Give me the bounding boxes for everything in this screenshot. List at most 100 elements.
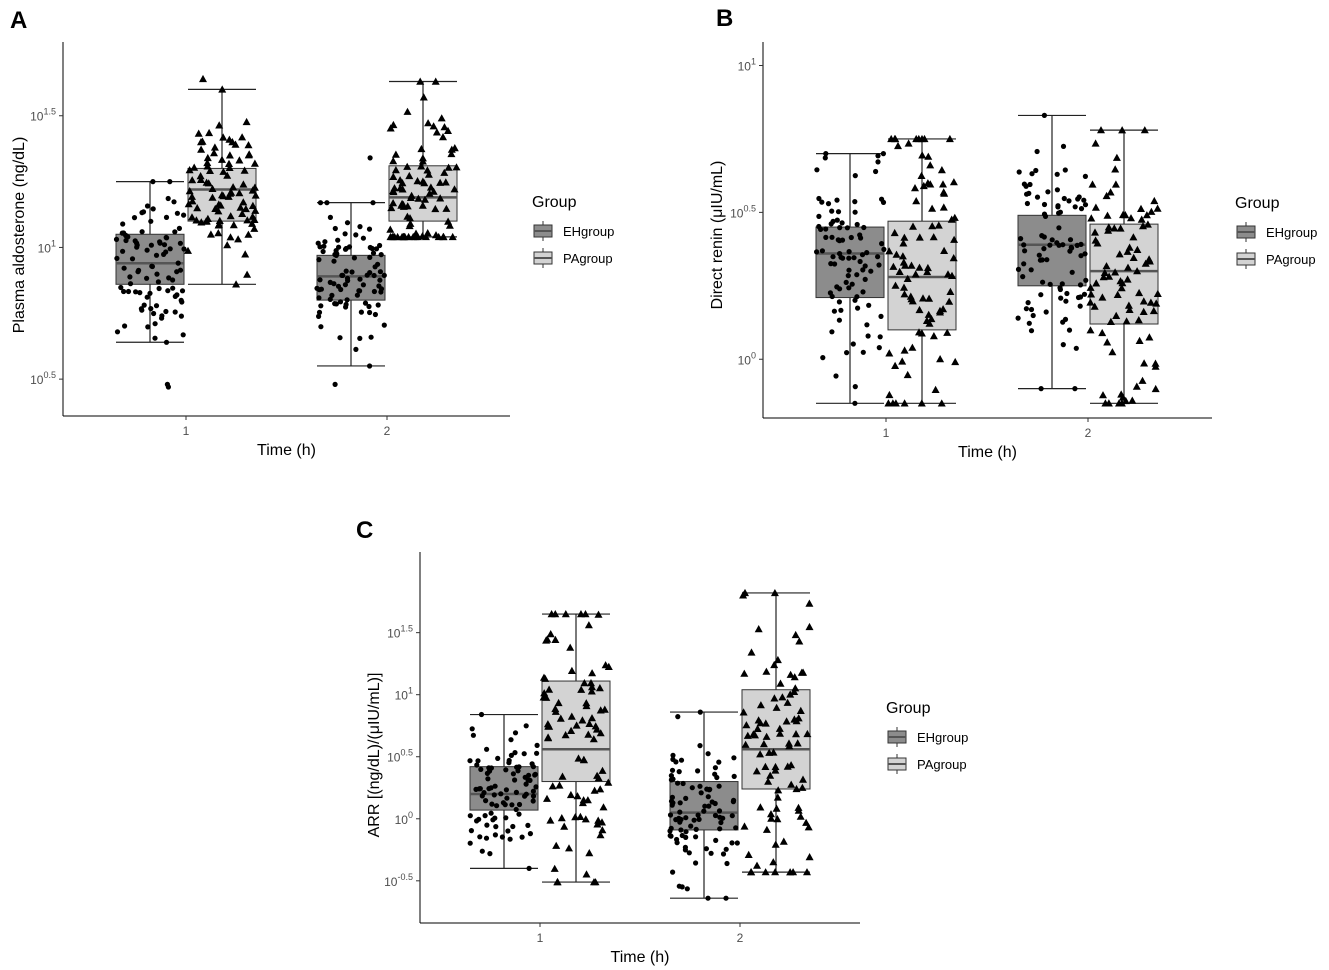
data-point <box>830 254 836 260</box>
data-point <box>1140 126 1149 134</box>
data-point <box>367 270 373 276</box>
data-point <box>712 812 719 819</box>
data-point <box>225 135 234 143</box>
data-point <box>125 234 131 240</box>
data-point <box>585 719 594 727</box>
data-point <box>1087 214 1096 222</box>
data-point <box>203 153 212 162</box>
data-point <box>125 288 132 295</box>
data-point <box>431 204 440 213</box>
data-point <box>479 848 485 854</box>
data-point <box>527 777 533 784</box>
data-point <box>316 257 322 263</box>
data-point <box>677 809 683 815</box>
data-point <box>1122 317 1131 325</box>
points <box>1086 126 1162 407</box>
legend: Group EHgroup PAgroup <box>532 194 614 268</box>
data-point <box>238 133 247 141</box>
data-point <box>804 823 813 831</box>
data-point <box>795 637 804 645</box>
data-point <box>1104 223 1113 231</box>
data-point <box>1146 298 1155 306</box>
data-point <box>452 163 461 171</box>
data-point <box>542 693 551 701</box>
data-point <box>251 206 260 214</box>
data-point <box>683 795 689 802</box>
data-point <box>1090 302 1099 310</box>
data-point <box>360 235 366 241</box>
outlier-point <box>332 381 338 387</box>
data-point <box>774 786 783 794</box>
data-point <box>318 324 324 330</box>
data-point <box>1081 197 1087 203</box>
data-point <box>134 242 140 248</box>
data-point <box>561 610 570 618</box>
data-point <box>197 145 206 153</box>
data-point <box>163 214 170 220</box>
data-point <box>822 155 828 161</box>
data-point <box>828 261 834 267</box>
data-point <box>504 795 510 801</box>
outlier-point <box>164 381 170 387</box>
data-point <box>498 791 504 797</box>
data-point <box>898 357 907 365</box>
data-point <box>1030 312 1036 319</box>
legend-key-pagroup <box>887 754 907 774</box>
data-point <box>730 799 737 805</box>
data-point <box>144 203 151 209</box>
box-iqr <box>1017 214 1087 287</box>
data-point <box>196 175 205 183</box>
data-point <box>749 730 758 738</box>
data-point <box>1139 307 1148 315</box>
data-point <box>1062 167 1068 173</box>
data-point <box>1057 285 1063 291</box>
data-point <box>762 825 771 833</box>
data-point <box>1111 268 1120 276</box>
data-point <box>483 835 490 841</box>
data-point <box>344 275 351 281</box>
data-point <box>911 184 919 192</box>
data-point <box>1137 215 1146 223</box>
data-point <box>829 208 835 214</box>
data-point <box>739 708 748 716</box>
data-point <box>1047 281 1053 287</box>
data-point <box>391 166 400 174</box>
x-axis-title: Time (h) <box>257 442 316 459</box>
data-point <box>667 812 674 818</box>
data-point <box>375 302 381 308</box>
data-point <box>502 802 508 808</box>
data-point <box>697 709 703 715</box>
data-point <box>184 200 193 208</box>
data-point <box>912 197 921 205</box>
points <box>184 85 260 288</box>
y-tick-label: 100 <box>738 350 756 367</box>
data-point <box>523 781 529 787</box>
data-point <box>557 814 566 822</box>
outlier-point <box>367 155 373 161</box>
data-point <box>1118 126 1127 134</box>
data-point <box>400 232 409 241</box>
legend-label: PAgroup <box>917 757 967 772</box>
data-point <box>510 823 516 830</box>
data-point <box>1022 248 1028 254</box>
data-point <box>1021 261 1027 267</box>
data-point <box>578 798 587 807</box>
data-point <box>225 151 234 159</box>
data-point <box>598 826 607 834</box>
data-point <box>582 870 591 878</box>
data-point <box>892 250 901 258</box>
data-point <box>1137 204 1145 212</box>
y-tick-label: 101.5 <box>30 107 56 124</box>
data-point <box>1127 214 1135 222</box>
data-point <box>439 133 447 141</box>
data-point <box>723 895 729 901</box>
data-point <box>790 673 799 681</box>
data-point <box>507 836 513 842</box>
data-point <box>510 771 516 777</box>
data-point <box>576 812 585 820</box>
data-point <box>1049 237 1055 243</box>
y-tick-exponent: 0.5 <box>43 370 56 380</box>
data-point <box>684 886 690 892</box>
data-point <box>1113 290 1122 298</box>
data-point <box>949 254 958 262</box>
